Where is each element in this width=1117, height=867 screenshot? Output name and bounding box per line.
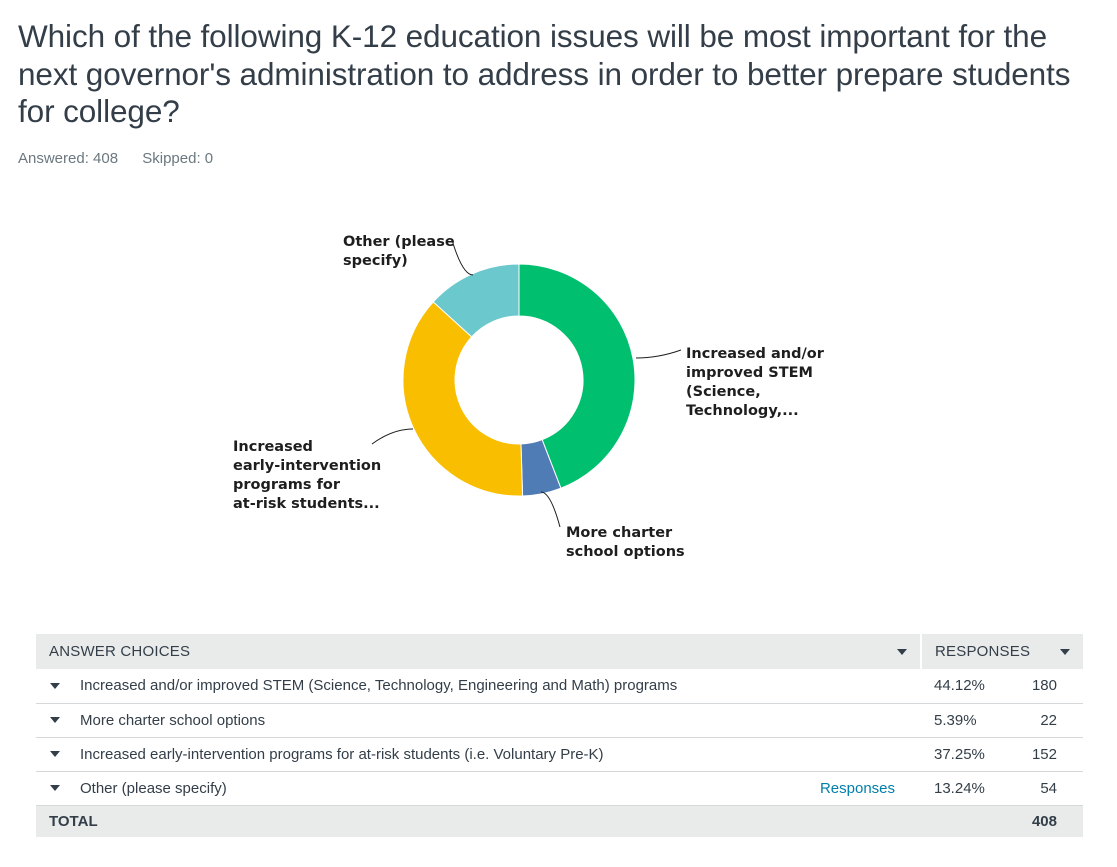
expand-caret-icon[interactable] xyxy=(50,785,60,791)
slice-label-line: (Science, xyxy=(686,384,761,400)
slice-label-2: More charter school options xyxy=(566,525,685,560)
response-count: 22 xyxy=(1011,703,1083,738)
slice-label-line: specify) xyxy=(343,253,408,269)
answer-choices-header[interactable]: ANSWER CHOICES xyxy=(36,634,922,669)
table-header-row: ANSWER CHOICES RESPONSES xyxy=(36,634,1083,669)
donut-slice-1[interactable] xyxy=(518,263,636,489)
response-count: 180 xyxy=(1011,669,1083,704)
response-percent: 44.12% xyxy=(921,669,1011,704)
choice-label: Other (please specify) xyxy=(80,779,227,797)
response-stats: Answered: 408 Skipped: 0 xyxy=(18,150,233,167)
slice-label-line: Increased and/or xyxy=(686,346,825,362)
table-row: More charter school options 5.39% 22 xyxy=(36,703,1083,738)
table-row: Other (please specify) Responses 13.24% … xyxy=(36,771,1083,806)
total-count: 408 xyxy=(1011,805,1083,837)
response-percent: 5.39% xyxy=(921,703,1011,738)
slice-label-4: Other (please specify) xyxy=(343,234,455,269)
slice-label-line: Technology,... xyxy=(686,403,799,419)
responses-header[interactable]: RESPONSES xyxy=(921,634,1083,669)
total-label: TOTAL xyxy=(36,805,921,837)
slice-label-line: More charter xyxy=(566,525,673,541)
slice-label-line: school options xyxy=(566,544,685,560)
choice-cell: Increased and/or improved STEM (Science,… xyxy=(36,669,921,704)
sort-caret-icon[interactable] xyxy=(1060,648,1070,655)
response-percent: 13.24% xyxy=(921,771,1011,806)
choice-cell: Increased early-intervention programs fo… xyxy=(36,737,921,772)
answer-choices-header-label: ANSWER CHOICES xyxy=(49,643,191,660)
slice-label-line: Other (please xyxy=(343,234,455,250)
leader-line-1 xyxy=(635,349,682,359)
slice-label-line: programs for xyxy=(233,477,341,493)
expand-caret-icon[interactable] xyxy=(50,717,60,723)
slice-label-line: early-intervention xyxy=(233,458,381,474)
table-row: Increased and/or improved STEM (Science,… xyxy=(36,669,1083,704)
leader-line-2 xyxy=(540,491,561,528)
donut-slice-4[interactable] xyxy=(432,263,520,338)
expand-caret-icon[interactable] xyxy=(50,682,60,689)
response-percent: 37.25% xyxy=(921,737,1011,772)
choice-label: More charter school options xyxy=(80,711,266,729)
choice-cell: More charter school options xyxy=(36,703,921,738)
response-count: 54 xyxy=(1011,771,1083,806)
slice-label-3: Increased early-intervention programs for a… xyxy=(233,439,381,512)
leader-line-3 xyxy=(371,428,414,445)
slice-label-line: Increased xyxy=(233,439,313,455)
responses-link[interactable]: Responses xyxy=(819,779,895,797)
slice-label-line: at-risk students... xyxy=(233,496,380,512)
choice-cell: Other (please specify) Responses xyxy=(36,771,921,806)
slice-label-line: improved STEM xyxy=(686,365,813,381)
answered-count: Answered: 408 xyxy=(18,150,119,167)
total-spacer xyxy=(921,805,1011,837)
slice-label-1: Increased and/or improved STEM (Science, Te… xyxy=(686,346,825,419)
choice-label: Increased early-intervention programs fo… xyxy=(80,745,604,763)
donut-chart: Increased and/or improved STEM (Science, Te… xyxy=(233,234,825,560)
table-row: Increased early-intervention programs fo… xyxy=(36,737,1083,772)
question-title: Which of the following K-12 education is… xyxy=(18,18,1071,129)
results-table: ANSWER CHOICES RESPONSES Increased and/o… xyxy=(36,634,1083,837)
expand-caret-icon[interactable] xyxy=(50,751,60,757)
total-row: TOTAL 408 xyxy=(36,805,1083,837)
skipped-count: Skipped: 0 xyxy=(142,150,214,167)
donut-slice-3[interactable] xyxy=(402,301,524,497)
responses-header-label: RESPONSES xyxy=(935,643,1031,660)
sort-caret-icon[interactable] xyxy=(897,648,907,655)
choice-label: Increased and/or improved STEM (Science,… xyxy=(80,677,678,695)
response-count: 152 xyxy=(1011,737,1083,772)
leader-line-4 xyxy=(451,239,474,276)
